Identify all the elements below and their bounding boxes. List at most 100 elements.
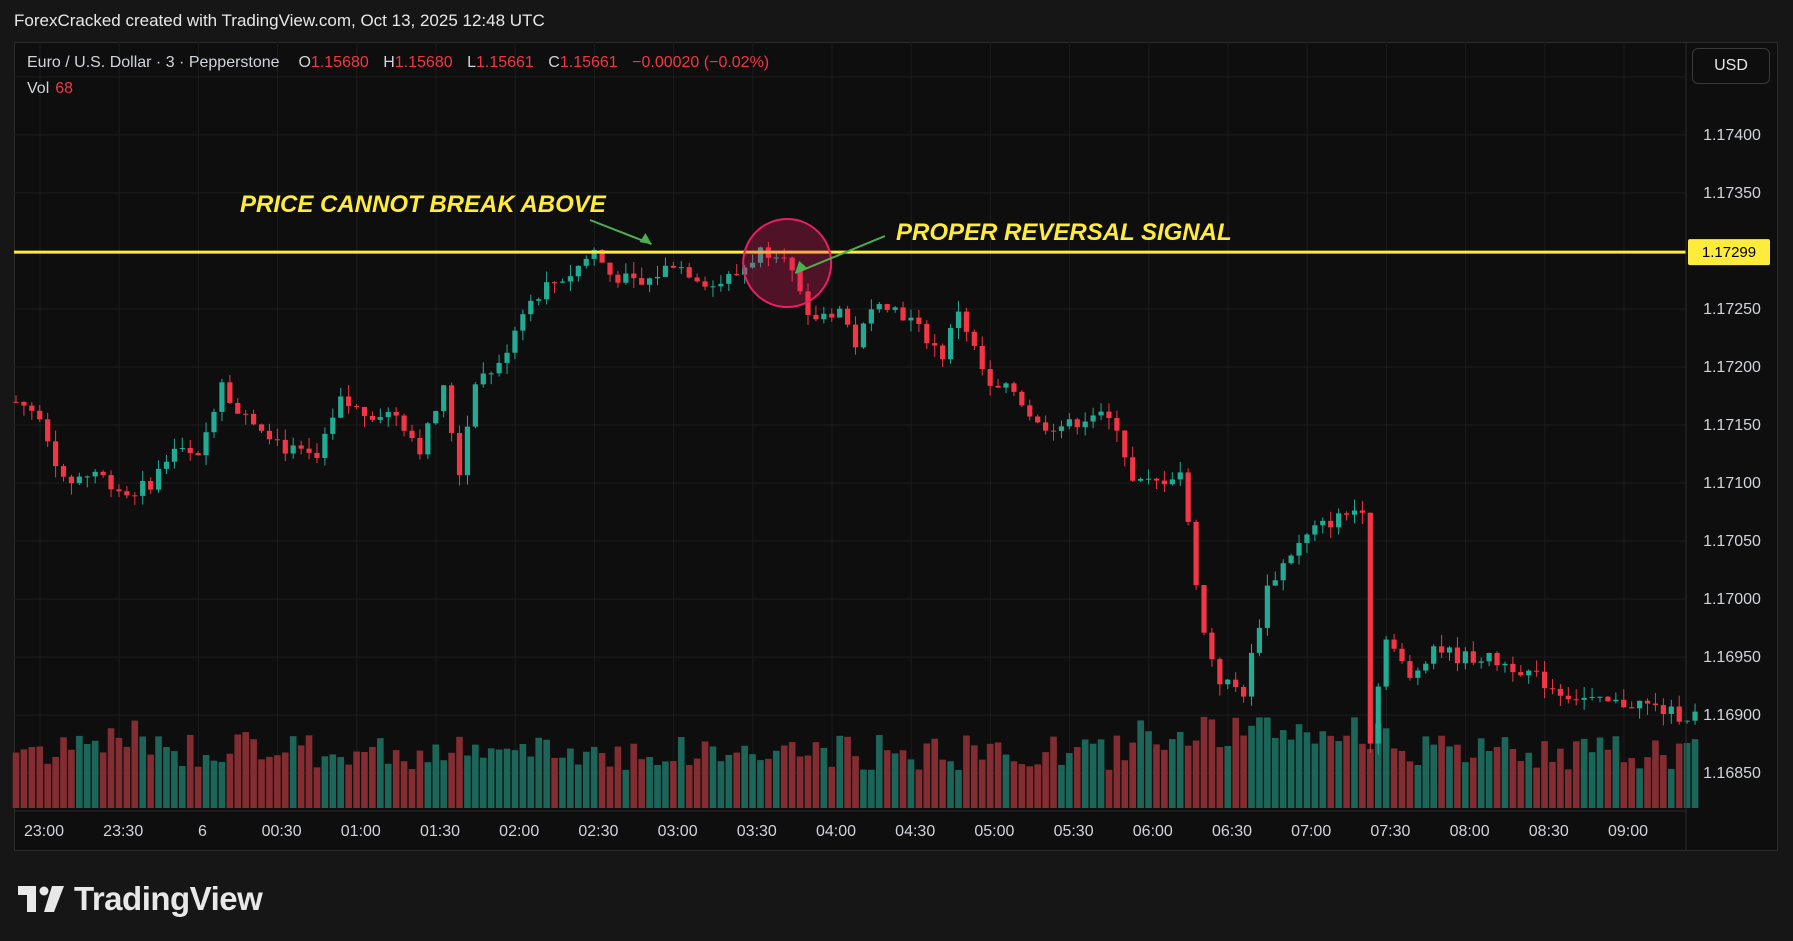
candle-body bbox=[591, 249, 597, 259]
candle-body bbox=[528, 300, 534, 315]
candle-body bbox=[171, 448, 177, 462]
volume-bar bbox=[432, 744, 440, 808]
candle-body bbox=[21, 401, 27, 406]
candle-body bbox=[1241, 686, 1247, 697]
chart-panel[interactable] bbox=[14, 42, 1778, 851]
candle-body bbox=[1225, 679, 1231, 685]
chart-canvas[interactable]: 1.17299 PRICE CANNOT BREAK ABOVE PROPER R… bbox=[0, 0, 1793, 860]
candle-body bbox=[1518, 672, 1524, 676]
volume-bar bbox=[1303, 732, 1311, 808]
volume-bar bbox=[1192, 740, 1200, 808]
candle-body bbox=[338, 396, 344, 418]
volume-bar bbox=[456, 736, 463, 808]
candle-body bbox=[670, 265, 676, 268]
volume-bar bbox=[1691, 739, 1699, 808]
candle-body bbox=[1058, 426, 1065, 431]
candle-body bbox=[1407, 661, 1413, 678]
volume-bar bbox=[852, 756, 859, 808]
volume-bar bbox=[186, 734, 194, 808]
volume-bar bbox=[472, 744, 479, 808]
annotations: PRICE CANNOT BREAK ABOVE PROPER REVERSAL … bbox=[240, 191, 1232, 309]
time-tick-label: 06:30 bbox=[1212, 823, 1252, 840]
volume-bar bbox=[1612, 736, 1620, 808]
candle-body bbox=[718, 283, 724, 287]
volume-bar bbox=[693, 758, 701, 808]
time-tick-label: 09:00 bbox=[1608, 823, 1648, 840]
time-tick-label: 01:00 bbox=[341, 823, 381, 840]
open-label: O bbox=[298, 54, 311, 71]
candle-body bbox=[1581, 697, 1587, 700]
candle-body bbox=[678, 267, 684, 269]
candle-body bbox=[1494, 652, 1500, 666]
candle-body bbox=[694, 277, 700, 282]
volume-bar bbox=[1596, 737, 1604, 808]
volume-bar bbox=[1161, 749, 1168, 808]
volume-bar bbox=[1271, 737, 1279, 808]
volume-bar bbox=[1390, 748, 1398, 808]
volume-bar bbox=[1240, 735, 1247, 808]
volume-bar bbox=[297, 745, 305, 808]
candle-body bbox=[654, 276, 661, 279]
volume-bar bbox=[1430, 744, 1437, 808]
volume-bar bbox=[955, 769, 962, 808]
high-value: 1.15680 bbox=[394, 54, 453, 71]
volume-bar bbox=[1604, 749, 1612, 808]
volume-value: 68 bbox=[55, 80, 74, 97]
volume-bar bbox=[289, 736, 297, 808]
volume-bar bbox=[725, 754, 733, 808]
candle-body bbox=[567, 276, 573, 282]
volume-bar bbox=[1660, 755, 1667, 808]
time-tick-label: 06:00 bbox=[1133, 823, 1173, 840]
tradingview-logo[interactable]: TradingView bbox=[18, 880, 263, 918]
candle-body bbox=[583, 258, 589, 266]
volume-bar bbox=[1644, 757, 1651, 808]
time-tick-label: 04:00 bbox=[816, 823, 856, 840]
candle-body bbox=[1605, 696, 1611, 702]
candle-body bbox=[1138, 478, 1144, 481]
volume-bar bbox=[1533, 767, 1540, 808]
candle-body bbox=[290, 445, 296, 454]
volume-bar bbox=[836, 735, 843, 808]
volume-bar bbox=[218, 761, 226, 808]
candle-body bbox=[1573, 699, 1579, 701]
volume-bar bbox=[511, 750, 519, 808]
volume-bar bbox=[551, 757, 558, 808]
candle-body bbox=[1692, 711, 1698, 721]
volume-legend: Vol 68 bbox=[27, 80, 73, 98]
volume-bar bbox=[1113, 735, 1121, 808]
volume-bar bbox=[947, 761, 954, 808]
candle-body bbox=[401, 415, 407, 431]
candle-body bbox=[1541, 671, 1548, 689]
candle-body bbox=[1145, 478, 1152, 480]
candle-body bbox=[211, 411, 217, 433]
volume-bar bbox=[1652, 740, 1659, 808]
candle-body bbox=[1676, 706, 1682, 722]
volume-bar bbox=[194, 766, 202, 808]
volume-bar bbox=[701, 741, 709, 808]
volume-bar bbox=[1493, 747, 1501, 808]
candle-body bbox=[623, 273, 629, 283]
volume-bar bbox=[844, 736, 851, 808]
candle-body bbox=[908, 317, 914, 321]
volume-bar bbox=[860, 769, 867, 808]
volume-bar bbox=[1311, 743, 1319, 808]
time-tick-label: 08:30 bbox=[1529, 823, 1569, 840]
candle-body bbox=[377, 417, 383, 420]
candle-body bbox=[868, 309, 874, 324]
volume-bar bbox=[1081, 739, 1089, 808]
time-tick-label: 23:00 bbox=[24, 823, 64, 840]
volume-bar bbox=[1279, 730, 1287, 808]
volume-bar bbox=[503, 748, 511, 808]
volume-bar bbox=[76, 735, 83, 808]
candle-body bbox=[155, 468, 162, 490]
volume-bar bbox=[400, 761, 408, 808]
volume-bar bbox=[202, 755, 210, 808]
volume-bar bbox=[1454, 744, 1461, 808]
currency-button[interactable]: USD bbox=[1692, 48, 1770, 84]
candle-body bbox=[1106, 411, 1112, 418]
candle-body bbox=[963, 311, 969, 332]
volume-bar bbox=[931, 738, 939, 808]
candle-body bbox=[68, 476, 75, 484]
volume-bar bbox=[1153, 744, 1160, 808]
volume-bar bbox=[242, 732, 249, 808]
